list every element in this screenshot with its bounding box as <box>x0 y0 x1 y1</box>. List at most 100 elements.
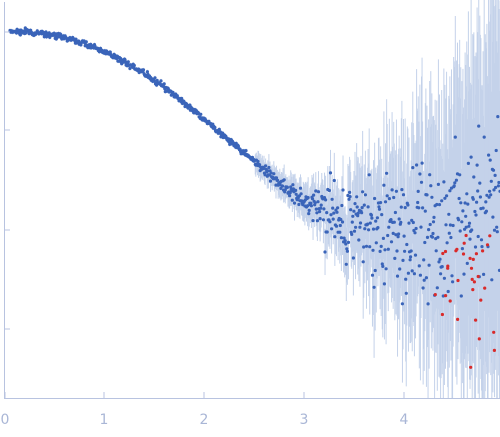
data-point <box>383 200 388 204</box>
data-point <box>450 274 454 278</box>
data-point <box>315 219 319 223</box>
data-point <box>458 173 462 177</box>
data-point <box>335 210 339 214</box>
data-point <box>422 258 426 262</box>
data-point <box>356 214 360 218</box>
data-point <box>473 245 478 249</box>
data-point <box>294 188 298 192</box>
data-point <box>495 225 499 229</box>
data-point <box>267 165 271 170</box>
data-point <box>427 263 431 267</box>
data-point <box>345 249 349 253</box>
data-point <box>460 247 464 251</box>
data-point <box>489 193 493 197</box>
data-point <box>462 272 466 276</box>
data-point <box>403 206 407 210</box>
data-point <box>401 258 405 262</box>
data-point <box>410 269 414 273</box>
data-point <box>343 239 347 243</box>
data-point <box>378 249 382 253</box>
data-point <box>299 192 303 196</box>
outlier-points <box>433 233 496 369</box>
data-point <box>408 258 412 262</box>
data-point <box>132 63 136 68</box>
data-point <box>307 208 311 212</box>
data-point <box>162 82 166 86</box>
outlier-point <box>477 337 481 341</box>
data-point <box>473 209 477 214</box>
outlier-point <box>474 252 478 256</box>
data-point <box>438 257 442 261</box>
data-point <box>413 253 418 257</box>
data-point <box>371 248 375 252</box>
data-point <box>453 181 457 185</box>
data-point <box>351 256 355 260</box>
data-point <box>419 225 423 229</box>
data-point <box>458 229 462 233</box>
data-point <box>361 260 365 264</box>
data-point <box>402 234 406 238</box>
data-point <box>338 230 342 234</box>
data-point <box>371 227 376 231</box>
data-point <box>327 188 331 193</box>
data-point <box>366 222 370 226</box>
data-point <box>377 207 382 211</box>
data-point <box>494 185 498 190</box>
data-point <box>417 264 421 268</box>
data-point <box>244 149 248 153</box>
data-point <box>367 228 371 232</box>
data-point <box>471 197 475 201</box>
data-point <box>340 220 345 224</box>
data-point <box>258 163 262 167</box>
data-point <box>432 215 436 219</box>
data-point <box>389 240 394 244</box>
x-tick-label-1: 1 <box>100 412 109 428</box>
data-point <box>481 206 485 210</box>
data-point <box>336 206 340 210</box>
data-point <box>404 277 408 281</box>
data-point <box>459 201 463 205</box>
data-point <box>436 235 440 239</box>
data-point <box>358 225 362 229</box>
data-point <box>428 222 432 227</box>
data-point <box>394 189 398 193</box>
outlier-point <box>464 233 468 238</box>
data-point <box>420 161 424 165</box>
outlier-point <box>470 277 474 281</box>
data-point <box>475 163 479 167</box>
data-point <box>348 195 352 199</box>
data-point <box>425 193 429 197</box>
data-point <box>325 211 329 215</box>
data-point <box>454 178 458 182</box>
outlier-point <box>441 251 445 256</box>
data-point <box>350 220 354 224</box>
data-point <box>280 184 285 188</box>
data-point <box>285 185 289 189</box>
data-point <box>465 192 469 196</box>
data-point <box>319 206 323 210</box>
data-point <box>489 179 493 183</box>
data-point <box>347 197 351 201</box>
data-point <box>236 144 240 148</box>
data-point <box>431 231 435 236</box>
data-point <box>363 193 367 197</box>
x-tick-label-0: 0 <box>1 412 10 428</box>
outlier-point <box>488 234 492 238</box>
data-point <box>376 226 380 230</box>
data-point <box>375 216 379 220</box>
data-point <box>474 213 478 217</box>
data-point <box>396 235 400 239</box>
data-point <box>394 233 398 237</box>
data-point <box>401 193 406 197</box>
data-point <box>491 215 495 219</box>
data-point <box>180 96 184 101</box>
data-point <box>492 228 497 232</box>
data-point <box>379 201 383 205</box>
data-point <box>397 232 401 236</box>
data-point <box>387 197 391 201</box>
data-point <box>403 249 407 253</box>
data-point <box>430 195 434 199</box>
data-point <box>331 206 335 210</box>
data-point <box>356 211 360 215</box>
